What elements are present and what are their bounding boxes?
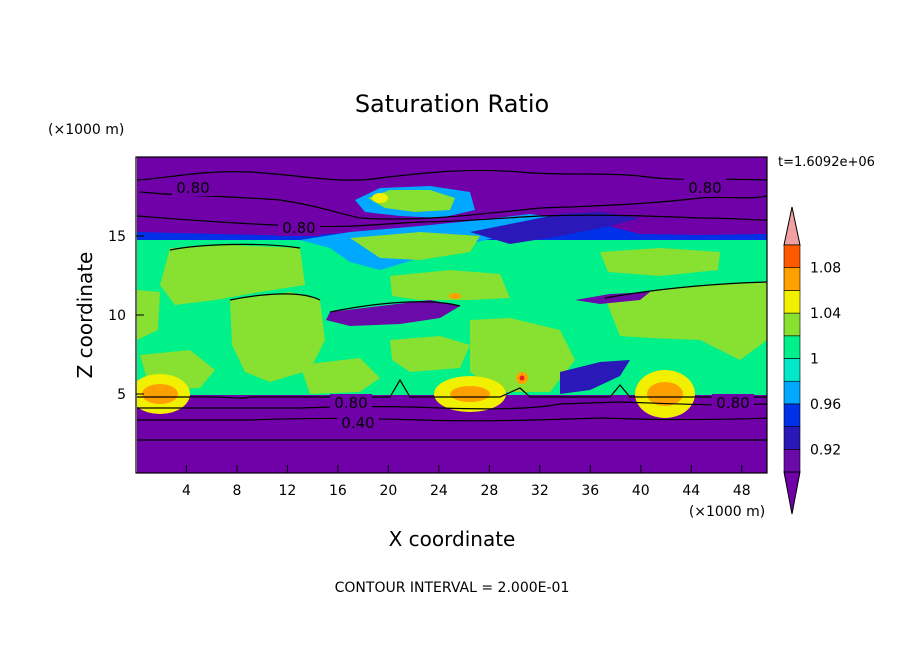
colorbar-label: 1.08: [810, 261, 841, 277]
x-tick-label: 48: [733, 483, 751, 499]
field-plot: 0.80 0.80 0.80 0.80 0.80 0.40: [137, 157, 767, 473]
x-tick-label: 4: [182, 483, 191, 499]
contour-label: 0.80: [176, 179, 209, 197]
colorbar-band: [783, 335, 801, 359]
colorbar-label: 1: [810, 352, 819, 368]
dry-patch-3: [560, 360, 630, 394]
lobe-7: [600, 248, 720, 276]
contour-interval-footer: CONTOUR INTERVAL = 2.000E-01: [335, 580, 570, 596]
x-axis-title: X coordinate: [389, 527, 516, 551]
colorbar-band: [783, 267, 801, 291]
top-cloud-core: [372, 193, 388, 203]
contour-label: 0.80: [688, 179, 721, 197]
lobe-2: [230, 292, 325, 382]
colorbar-label: 0.92: [810, 442, 841, 458]
dry-patch-1: [326, 300, 460, 326]
y-tick-label: 10: [108, 308, 126, 324]
x-tick-label: 44: [682, 483, 700, 499]
lobe-1: [160, 245, 305, 305]
y-tick-label: 5: [117, 387, 126, 403]
x-tick-label: 32: [531, 483, 549, 499]
top-cloud-inner: [368, 190, 455, 212]
lobe-11: [300, 358, 380, 394]
colorbar-label: 0.96: [810, 397, 841, 413]
time-label: t=1.6092e+06: [778, 155, 875, 170]
y-axis: 5 10 15: [108, 229, 144, 403]
bump-3-inner: [647, 382, 683, 406]
lobe-9: [390, 336, 470, 372]
x-tick-label: 24: [430, 483, 448, 499]
small-warm-spot: [449, 293, 461, 299]
x-unit-label: (×1000 m): [689, 504, 765, 520]
x-tick-label: 40: [632, 483, 650, 499]
contour-label: 0.80: [282, 219, 315, 237]
contour-lines: [137, 169, 767, 441]
x-tick-label: 36: [581, 483, 599, 499]
colorbar-band: [783, 244, 801, 269]
dry-tongue: [470, 212, 640, 244]
contour-label-group: 0.80 0.80 0.80 0.80 0.80 0.40: [172, 178, 754, 432]
colorbar-over-triangle: [783, 206, 801, 246]
x-tick-label: 16: [329, 483, 347, 499]
lobe-6: [390, 270, 510, 300]
hot-spot-core: [519, 375, 525, 381]
colorbar-band: [783, 403, 801, 427]
colorbar-band: [783, 380, 801, 405]
colorbar-band: [783, 448, 801, 473]
colorbar-band: [783, 358, 801, 382]
y-axis-title: Z coordinate: [73, 252, 97, 379]
lobe-5: [350, 232, 480, 260]
y-unit-label: (×1000 m): [48, 122, 124, 138]
dry-patch-2: [575, 292, 650, 304]
y-tick-label: 15: [108, 229, 126, 245]
contour-label: 0.40: [341, 414, 374, 432]
bump-1-inner: [142, 384, 178, 404]
contour-label: 0.80: [334, 394, 367, 412]
colorbar-band: [783, 426, 801, 450]
colorbar: 0.92 0.96 1 1.04 1.08: [783, 206, 841, 515]
x-tick-label: 8: [232, 483, 241, 499]
colorbar-band: [783, 290, 801, 314]
x-tick-label: 20: [379, 483, 397, 499]
x-axis: 4 8 12 16 20 24 28 32 36 40 44 48: [182, 465, 751, 499]
colorbar-label: 1.04: [810, 306, 841, 322]
contour-label: 0.80: [716, 394, 749, 412]
x-tick-label: 12: [279, 483, 297, 499]
lobe-10: [470, 318, 575, 392]
x-tick-label: 28: [480, 483, 498, 499]
colorbar-under-triangle: [783, 471, 801, 515]
colorbar-band: [783, 312, 801, 337]
chart-title: Saturation Ratio: [355, 90, 549, 118]
lobe-8: [605, 282, 767, 360]
bump-2-inner: [450, 386, 490, 402]
lobe-3: [137, 290, 160, 340]
